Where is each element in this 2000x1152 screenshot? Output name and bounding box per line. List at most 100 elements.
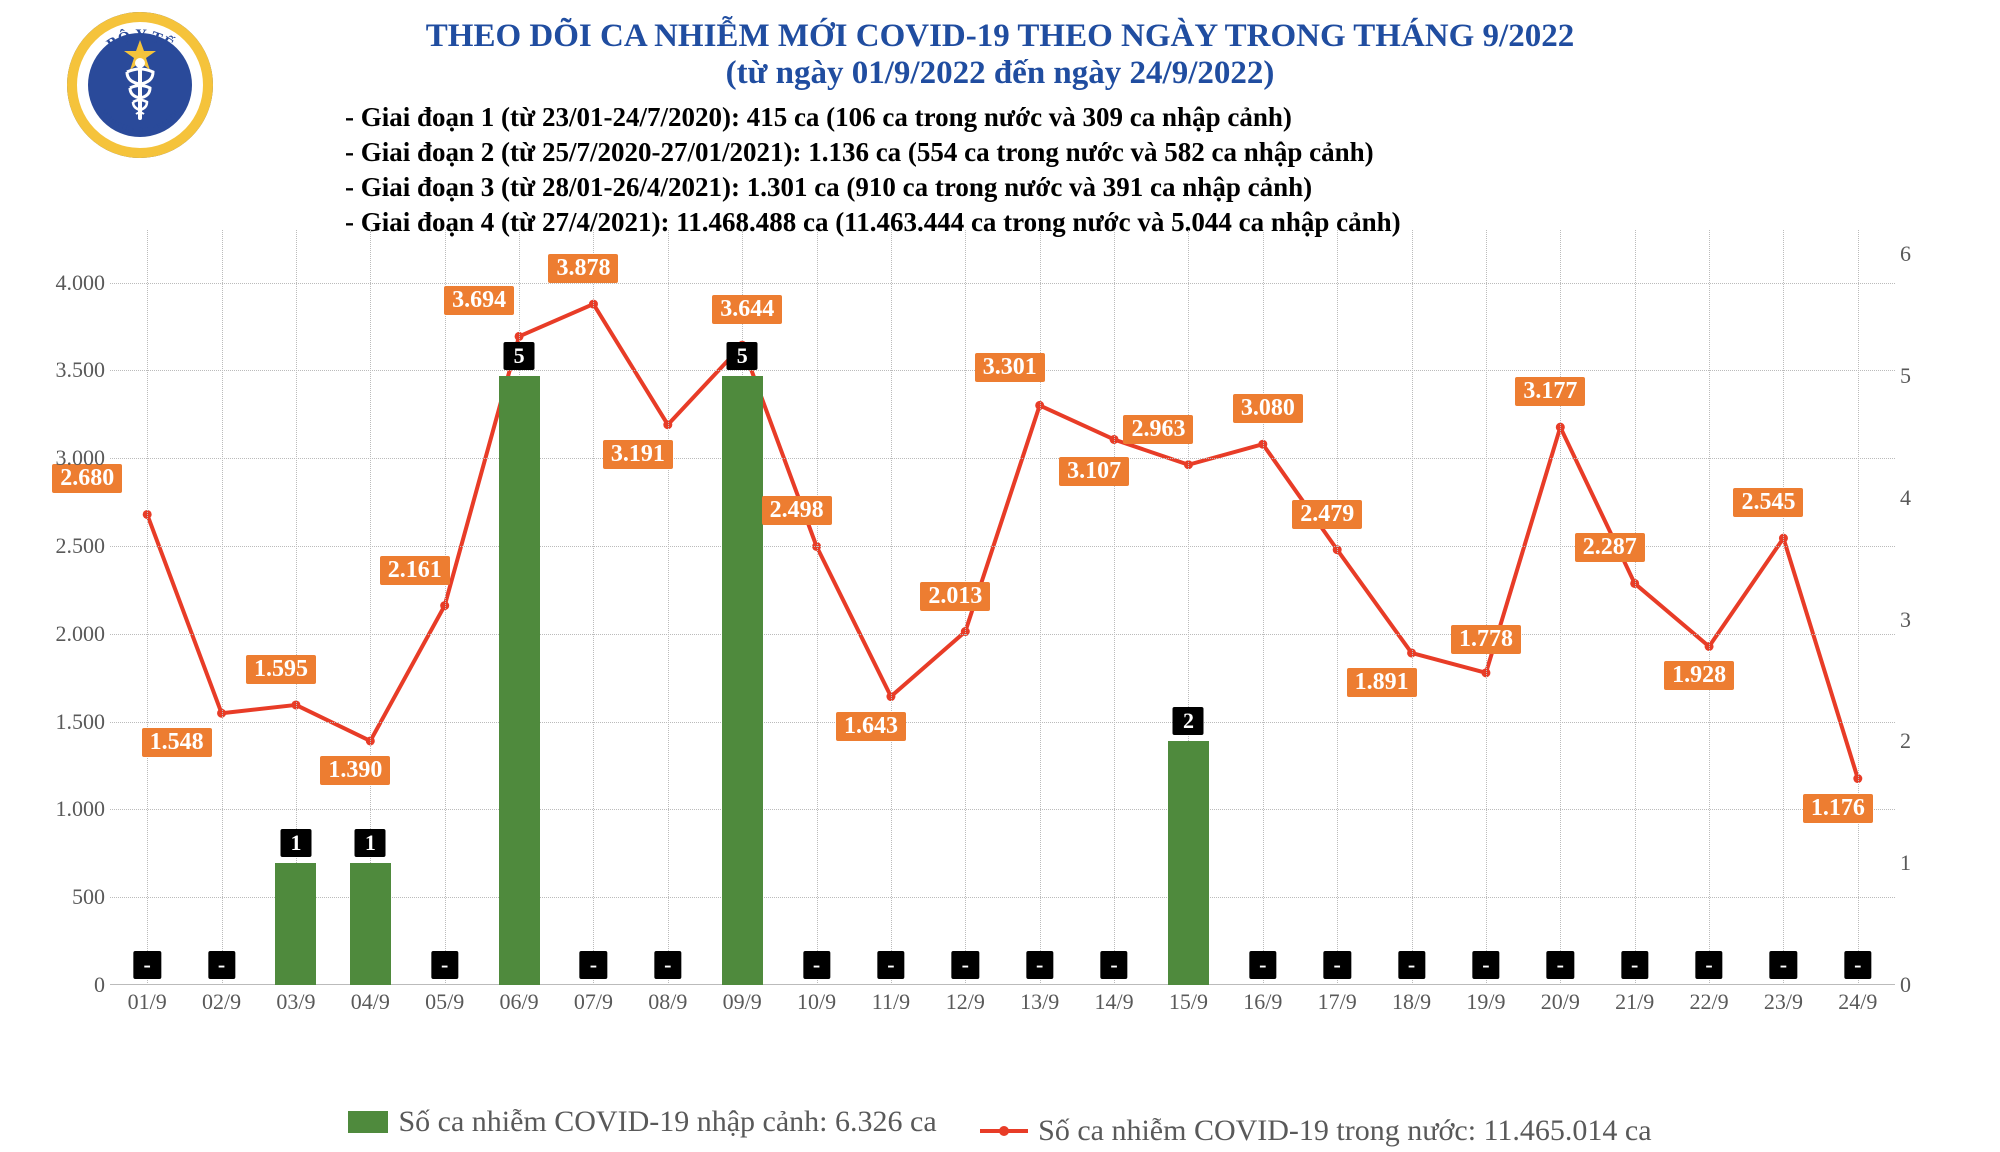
y-left-tick-label: 1.000: [35, 796, 105, 822]
line-value-label: 3.177: [1515, 377, 1585, 406]
y-left-tick-label: 2.000: [35, 621, 105, 647]
legend-swatch-bar-icon: [348, 1111, 388, 1133]
x-tick-label: 02/9: [202, 989, 241, 1015]
line-value-label: 1.778: [1451, 625, 1521, 654]
bar-value-label: -: [580, 951, 607, 979]
y-left-tick-label: 500: [35, 884, 105, 910]
x-tick-label: 13/9: [1020, 989, 1059, 1015]
grid-line-h: [110, 283, 1895, 284]
line-value-label: 3.878: [548, 254, 618, 283]
grid-line-v: [1337, 230, 1338, 985]
title-line-1: THEO DÕI CA NHIỄM MỚI COVID-19 THEO NGÀY…: [0, 18, 2000, 55]
grid-line-v: [1560, 230, 1561, 985]
x-tick-label: 04/9: [351, 989, 390, 1015]
line-value-label: 1.928: [1664, 661, 1734, 690]
x-tick-label: 09/9: [723, 989, 762, 1015]
grid-line-v: [1412, 230, 1413, 985]
bar-value-label: -: [431, 951, 458, 979]
page: BỘ Y TẾ MINISTRY OF HEALTH THEO DÕI CA N…: [0, 0, 2000, 1152]
bar-value-label: -: [1621, 951, 1648, 979]
annotation-line: - Giai đoạn 2 (từ 25/7/2020-27/01/2021):…: [345, 135, 1401, 170]
bar-value-label: -: [1695, 951, 1722, 979]
x-tick-label: 22/9: [1690, 989, 1729, 1015]
grid-line-v: [445, 230, 446, 985]
x-tick-label: 11/9: [872, 989, 910, 1015]
grid-line-h: [110, 809, 1895, 810]
bar-value-label: 1: [280, 829, 311, 857]
bar-value-label: -: [1100, 951, 1127, 979]
phase-annotations: - Giai đoạn 1 (từ 23/01-24/7/2020): 415 …: [345, 100, 1401, 240]
x-tick-label: 03/9: [276, 989, 315, 1015]
bar-value-label: 5: [727, 342, 758, 370]
line-value-label: 3.191: [603, 440, 673, 469]
x-tick-label: 21/9: [1615, 989, 1654, 1015]
line-value-label: 2.161: [380, 556, 450, 585]
bar-value-label: -: [1844, 951, 1871, 979]
line-value-label: 1.891: [1347, 668, 1417, 697]
x-tick-label: 23/9: [1764, 989, 1803, 1015]
line-value-label: 2.963: [1123, 415, 1193, 444]
grid-line-v: [1783, 230, 1784, 985]
line-value-label: 3.080: [1233, 394, 1303, 423]
legend-swatch-line-icon: [980, 1129, 1028, 1133]
bar-value-label: -: [1249, 951, 1276, 979]
line-value-label: 3.694: [444, 286, 514, 315]
title-line-2: (từ ngày 01/9/2022 đến ngày 24/9/2022): [0, 55, 2000, 92]
bar-value-label: -: [1547, 951, 1574, 979]
line-value-label: 1.643: [836, 712, 906, 741]
bar-value-label: 2: [1173, 707, 1204, 735]
x-tick-label: 07/9: [574, 989, 613, 1015]
x-tick-label: 24/9: [1838, 989, 1877, 1015]
grid-line-h: [110, 722, 1895, 723]
bar-value-label: 5: [504, 342, 535, 370]
line-value-label: 2.287: [1575, 533, 1645, 562]
x-tick-label: 19/9: [1466, 989, 1505, 1015]
grid-line-v: [1486, 230, 1487, 985]
bar: [350, 863, 391, 985]
bar: [1168, 741, 1209, 985]
line-value-label: 1.176: [1803, 794, 1873, 823]
grid-line-v: [1709, 230, 1710, 985]
bar-value-label: -: [952, 951, 979, 979]
y-left-tick-label: 1.500: [35, 709, 105, 735]
bar-value-label: -: [877, 951, 904, 979]
x-tick-label: 16/9: [1243, 989, 1282, 1015]
grid-line-v: [1263, 230, 1264, 985]
x-tick-label: 06/9: [500, 989, 539, 1015]
line-value-label: 3.301: [975, 353, 1045, 382]
bar-value-label: -: [803, 951, 830, 979]
legend-bar-label: Số ca nhiễm COVID-19 nhập cảnh: 6.326 ca: [398, 1105, 936, 1139]
x-tick-label: 14/9: [1095, 989, 1134, 1015]
y-right-tick-label: 2: [1900, 728, 1940, 754]
x-tick-label: 17/9: [1318, 989, 1357, 1015]
x-tick-label: 08/9: [648, 989, 687, 1015]
y-left-tick-label: 3.500: [35, 357, 105, 383]
bar: [499, 376, 540, 985]
grid-line-v: [1635, 230, 1636, 985]
line-value-label: 2.545: [1733, 488, 1803, 517]
y-left-tick-label: 2.500: [35, 533, 105, 559]
y-right-tick-label: 1: [1900, 850, 1940, 876]
bar-value-label: -: [654, 951, 681, 979]
line-value-label: 2.498: [762, 496, 832, 525]
bar-value-label: -: [208, 951, 235, 979]
grid-line-v: [593, 230, 594, 985]
x-tick-label: 18/9: [1392, 989, 1431, 1015]
x-tick-label: 12/9: [946, 989, 985, 1015]
grid-line-v: [1040, 230, 1041, 985]
grid-line-v: [147, 230, 148, 985]
grid-line-v: [1114, 230, 1115, 985]
legend-item-bars: Số ca nhiễm COVID-19 nhập cảnh: 6.326 ca: [348, 1105, 936, 1139]
bar: [722, 376, 763, 985]
bar-value-label: -: [1324, 951, 1351, 979]
y-right-tick-label: 0: [1900, 972, 1940, 998]
grid-line-v: [891, 230, 892, 985]
x-tick-label: 20/9: [1541, 989, 1580, 1015]
line-value-label: 3.644: [712, 295, 782, 324]
y-right-tick-label: 5: [1900, 363, 1940, 389]
chart-area: --11-5--5-----2---------2.6801.5481.5951…: [55, 225, 1945, 1045]
line-value-label: 2.013: [920, 582, 990, 611]
legend: Số ca nhiễm COVID-19 nhập cảnh: 6.326 ca…: [0, 1105, 2000, 1148]
y-right-tick-label: 6: [1900, 241, 1940, 267]
annotation-line: - Giai đoạn 3 (từ 28/01-26/4/2021): 1.30…: [345, 170, 1401, 205]
